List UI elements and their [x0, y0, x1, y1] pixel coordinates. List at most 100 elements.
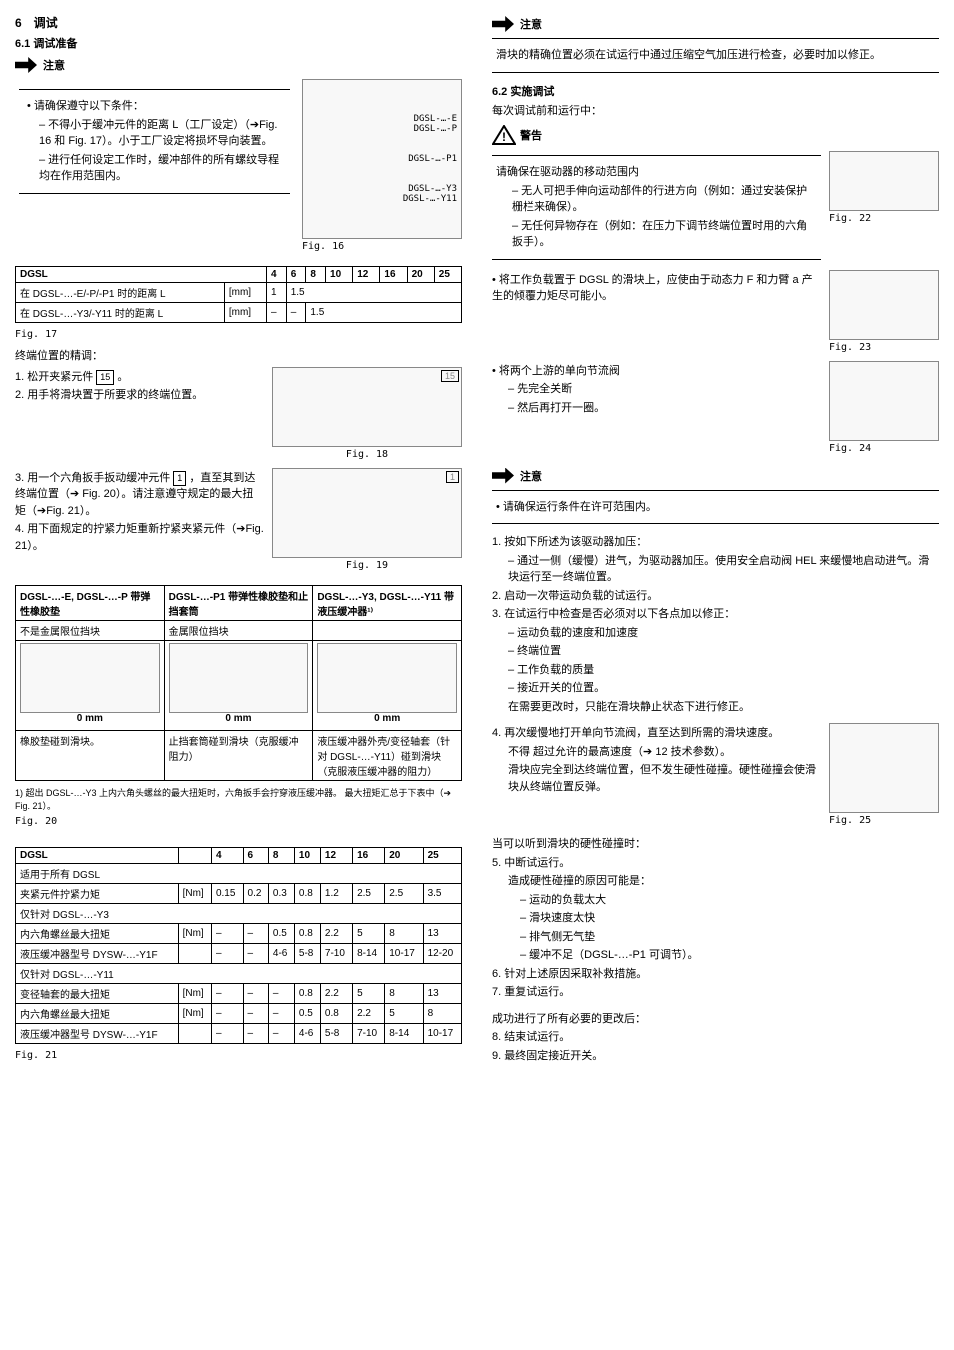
fig18-num: 15: [441, 370, 459, 382]
step4c: 滑块应完全到达终端位置，但不发生硬性碰撞。硬性碰撞会使滑块从终端位置反弹。: [508, 762, 821, 795]
t21r5c8: 5: [385, 1003, 423, 1023]
note-label: 注意: [520, 468, 542, 484]
t21-g3: 仅针对 DGSL-…-Y11: [16, 963, 462, 983]
note-header: 注意: [15, 57, 462, 73]
step3a: – 运动负载的速度和加速度: [508, 625, 939, 642]
step5a: 5. 中断试运行。: [492, 855, 939, 872]
t21r3c9: 12-20: [423, 943, 461, 963]
fig-25-image: [829, 723, 939, 813]
t21r6c4: –: [268, 1023, 294, 1043]
table-fig21: DGSL 4 6 8 10 12 16 20 25 适用于所有 DGSL 夹紧元…: [15, 847, 462, 1044]
arrow-icon: [492, 468, 514, 484]
t3c-img-a: 0 mm: [16, 640, 165, 730]
step7: 7. 重复试运行。: [492, 984, 939, 1001]
t21r5c4: –: [268, 1003, 294, 1023]
t21r2c8: 8: [385, 923, 423, 943]
note-box-2: 滑块的精确位置必须在试运行中通过压缩空气加压进行检查，必要时加以修正。: [492, 38, 939, 73]
t21r1c4: 0.3: [268, 883, 294, 903]
t3c-img-c: 0 mm: [313, 640, 462, 730]
t21r2c9: 13: [423, 923, 461, 943]
t21r3c6: 7-10: [320, 943, 352, 963]
fine-adj-3: 3. 用一个六角扳手扳动缓冲元件 1 ，直至其到达终端位置（➔ Fig. 20）…: [15, 470, 264, 520]
bullet1: • 将工作负载置于 DGSL 的滑块上，应使由于动态力 F 和力臂 a 产生的倾…: [492, 272, 821, 305]
note-label: 注意: [43, 57, 65, 73]
footnote-1: 1) 超出 DGSL-…-Y3 上内六角头螺丝的最大扭矩时，六角扳手会拧穿液压缓…: [15, 787, 462, 814]
warn-l3: – 无任何异物存在（例如：在压力下调节终端位置时用的六角扳手）。: [512, 218, 817, 251]
t17-r0c0: 在 DGSL-…-E/-P/-P1 时的距离 L: [16, 283, 225, 303]
t21r3c5: 5-8: [294, 943, 320, 963]
t21r1c3: 0.2: [243, 883, 268, 903]
t21r4c9: 13: [423, 983, 461, 1003]
t21r2c0: 内六角螺丝最大扭矩: [16, 923, 179, 943]
warn-header: ! 警告: [492, 125, 939, 145]
t21r4c3: –: [243, 983, 268, 1003]
t21r3c1: [178, 943, 211, 963]
t3c-r1a: 不是金属限位挡块: [16, 620, 165, 640]
note1-line1: • 请确保遵守以下条件：: [27, 98, 286, 115]
t3c-h1: DGSL-…-E, DGSL-…-P 带弹性橡胶垫: [16, 585, 165, 620]
table-row: 内六角螺丝最大扭矩[Nm]–––0.50.82.258: [16, 1003, 462, 1023]
fig-23-caption: Fig. 23: [829, 342, 939, 353]
fine-adj-title: 终端位置的精调：: [15, 348, 462, 365]
table-row: 在 DGSL-…-E/-P/-P1 时的距离 L [mm] 1 1.5: [16, 283, 462, 303]
t21r6c7: 7-10: [353, 1023, 385, 1043]
bullet2b: – 先完全关断: [508, 381, 821, 398]
t21r2c6: 2.2: [320, 923, 352, 943]
t21-h5: 10: [294, 847, 320, 863]
note-label: 注意: [520, 16, 542, 32]
t21r5c1: [Nm]: [178, 1003, 211, 1023]
t21r3c7: 8-14: [353, 943, 385, 963]
t17-h3: 8: [306, 267, 326, 283]
t21r5c7: 2.2: [353, 1003, 385, 1023]
t17-h4: 10: [326, 267, 353, 283]
step3e: 在需要更改时，只能在滑块静止状态下进行修正。: [508, 699, 939, 716]
zero-a: 0 mm: [77, 713, 103, 724]
t21r1c8: 2.5: [385, 883, 423, 903]
t21-h2: 4: [211, 847, 243, 863]
t21r3c2: –: [211, 943, 243, 963]
t21r1c6: 1.2: [320, 883, 352, 903]
t21r5c9: 8: [423, 1003, 461, 1023]
t21r2c3: –: [243, 923, 268, 943]
fig16-label-4: DGSL-…-Y11: [403, 194, 457, 204]
step8: 8. 结束试运行。: [492, 1029, 939, 1046]
t17-h2: 6: [286, 267, 306, 283]
table-row: 夹紧元件拧紧力矩[Nm]0.150.20.30.81.22.52.53.5: [16, 883, 462, 903]
t21r4c5: 0.8: [294, 983, 320, 1003]
svg-text:!: !: [502, 130, 506, 144]
t21r5c2: –: [211, 1003, 243, 1023]
t21-h0: DGSL: [16, 847, 179, 863]
step9: 9. 最终固定接近开关。: [492, 1048, 939, 1065]
fa3-num: 1: [173, 471, 186, 487]
t17-r1c3: –: [286, 303, 306, 323]
t21r1c5: 0.8: [294, 883, 320, 903]
t17-h5: 12: [353, 267, 380, 283]
warn-label: 警告: [520, 127, 542, 143]
t21r4c8: 8: [385, 983, 423, 1003]
fig-18-image: 15: [272, 367, 462, 447]
t21r2c7: 5: [353, 923, 385, 943]
fig-21-caption: Fig. 21: [15, 1050, 462, 1061]
fig-18-caption: Fig. 18: [272, 449, 462, 460]
t21r4c4: –: [268, 983, 294, 1003]
t21r5c6: 0.8: [320, 1003, 352, 1023]
t17-r0c2: 1: [267, 283, 287, 303]
fig-22-caption: Fig. 22: [829, 213, 939, 224]
t3c-r1c: [313, 620, 462, 640]
fig-23-image: [829, 270, 939, 340]
fine-adj-1: 1. 松开夹紧元件 15 。: [15, 369, 264, 386]
fig-24-caption: Fig. 24: [829, 443, 939, 454]
t21r4c7: 5: [353, 983, 385, 1003]
section-6-1-title: 6.1 调试准备: [15, 35, 462, 51]
t21-h7: 16: [353, 847, 385, 863]
fig-25-caption: Fig. 25: [829, 815, 939, 826]
t21r1c1: [Nm]: [178, 883, 211, 903]
t17-h7: 20: [407, 267, 434, 283]
t21r1c9: 3.5: [423, 883, 461, 903]
t17-r1c2: –: [267, 303, 287, 323]
t3c-h2: DGSL-…-P1 带弹性橡胶垫和止挡套筒: [164, 585, 313, 620]
fine-adj-4: 4. 用下面规定的拧紧力矩重新拧紧夹紧元件（➔Fig. 21）。: [15, 521, 264, 554]
fig16-label-1: DGSL-…-P: [414, 124, 457, 134]
t21-h9: 25: [423, 847, 461, 863]
fig-22-image: [829, 151, 939, 211]
